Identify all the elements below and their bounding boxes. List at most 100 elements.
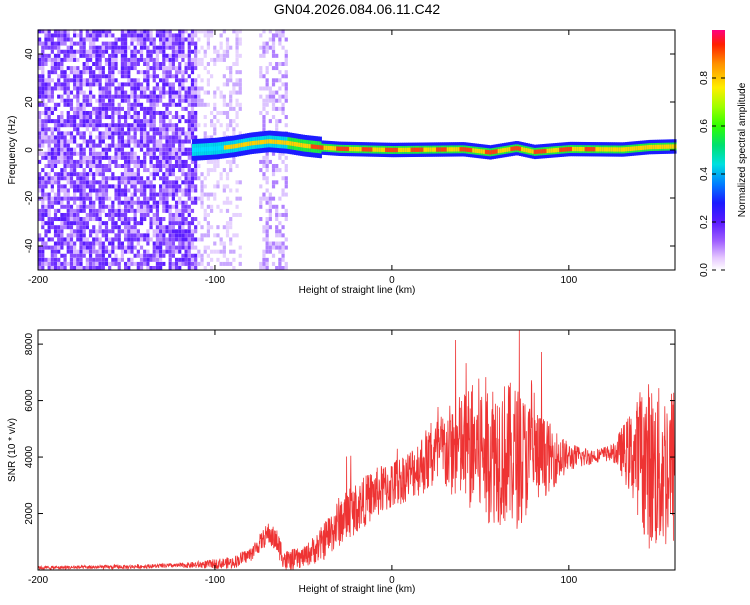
spectrogram-noise-cell [63,78,67,83]
spectrogram-noise-cell [85,70,89,75]
spectrogram-noise-cell [143,233,147,238]
spectrogram-noise-cell [146,184,150,189]
spectrogram-noise-cell [149,196,153,201]
spectrogram-noise-cell [63,261,67,266]
spectrogram-noise-cell [63,192,67,197]
spectrogram-noise-cell [222,102,226,107]
spectrogram-noise-cell [104,212,109,217]
spectrogram-noise-cell [165,172,169,177]
spectrogram-ridge-core [612,147,615,152]
spectrogram-noise-cell [111,208,115,213]
spectrogram-noise-cell [143,184,147,189]
spectrogram-ridge-core [663,144,666,149]
spectrogram-noise-cell [229,102,233,107]
spectrogram-noise-cell [149,217,153,222]
spectrogram-noise-cell [133,217,137,222]
spectrogram-noise-cell [63,241,67,246]
spectrogram-noise-cell [165,155,169,160]
spectrogram-noise-cell [79,257,83,262]
spectrogram-noise-cell [238,106,242,111]
spectrogram-noise-cell [104,74,109,79]
spectrogram-noise-cell [73,172,77,177]
spectrogram-noise-cell [262,86,266,91]
spectrogram-noise-cell [95,143,99,148]
spectrogram-noise-cell [101,164,105,168]
spectrogram-noise-cell [120,74,125,79]
spectrogram-noise-cell [213,168,217,173]
spectrogram-noise-cell [171,196,175,201]
spectrogram-noise-cell [88,208,93,213]
spectrogram-noise-cell [57,115,61,120]
spectrogram-noise-cell [98,45,102,50]
spectrogram-noise-cell [187,66,191,71]
spectrogram-noise-cell [38,119,42,124]
spectrogram-noise-cell [190,66,195,71]
spectrogram-noise-cell [222,253,226,258]
spectrogram-noise-cell [162,131,166,136]
spectrogram-noise-cell [108,53,112,58]
spectrogram-ridge-core [478,148,482,154]
spectrogram-noise-cell [111,94,115,99]
spectrogram-noise-cell [284,208,288,213]
spectrogram-noise-cell [171,253,175,258]
spectrogram-noise-cell [82,49,86,54]
spectrogram-noise-cell [53,159,58,164]
spectrogram-noise-cell [262,53,266,58]
spectrogram-noise-cell [187,94,191,99]
spectrogram-noise-cell [229,225,233,230]
spectrogram-noise-cell [108,33,112,38]
spectrogram-noise-cell [268,249,272,254]
spectrogram-noise-cell [219,33,223,38]
spectrogram-noise-cell [44,221,48,226]
spectrogram-noise-cell [82,221,86,226]
spectrogram-noise-cell [171,241,175,246]
spectrogram-noise-cell [127,172,131,177]
spectrogram-noise-cell [44,78,48,83]
spectrogram-noise-cell [275,229,279,234]
spectrogram-noise-cell [130,29,134,34]
spectrogram-noise-cell [69,253,74,258]
spectrogram-noise-cell [152,221,156,226]
spectrogram-noise-cell [171,135,175,140]
spectrogram-noise-cell [187,110,191,115]
spectrogram-noise-cell [104,45,109,50]
spectrogram-noise-cell [143,33,147,38]
spectrogram-noise-cell [85,29,89,34]
spectrogram-noise-cell [38,188,42,193]
spectrogram-noise-cell [104,131,109,136]
spectrogram-noise-cell [57,155,61,160]
spectrogram-noise-cell [69,57,74,62]
spectrogram-noise-cell [136,172,140,177]
spectrogram-noise-cell [181,94,185,99]
spectrogram-noise-cell [69,45,74,50]
spectrogram-noise-cell [95,74,99,79]
spectrogram-noise-cell [194,98,198,103]
spectrogram-noise-cell [232,127,236,132]
spectrogram-noise-cell [117,241,121,246]
spectrogram-noise-cell [178,49,182,54]
spectrogram-noise-cell [114,127,118,132]
spectrogram-noise-cell [184,37,188,42]
spectrogram-noise-cell [88,45,93,50]
spectrogram-noise-cell [57,245,61,250]
spectrogram-noise-cell [155,66,160,71]
spectrogram-noise-cell [120,151,125,156]
spectrogram-noise-cell [101,200,105,205]
spectrogram-ridge-core [484,149,488,155]
spectrogram-noise-cell [57,57,61,62]
spectrogram-noise-cell [66,249,70,254]
spectrogram-noise-cell [60,135,64,140]
spectrogram-noise-cell [171,123,175,128]
spectrogram-noise-cell [114,253,118,258]
spectrogram-noise-cell [88,66,93,71]
spectrogram-noise-cell [66,66,70,71]
spectrogram-noise-cell [174,147,179,152]
spectrogram-ridge-core [463,147,467,152]
spectrogram-noise-cell [95,33,99,38]
spectrogram-noise-cell [101,33,105,38]
spectrogram-noise-cell [171,151,175,156]
spectrogram-noise-cell [120,217,125,222]
spectrogram-noise-cell [139,217,144,222]
spectrogram-noise-cell [136,266,140,270]
spectrogram-noise-cell [143,115,147,120]
